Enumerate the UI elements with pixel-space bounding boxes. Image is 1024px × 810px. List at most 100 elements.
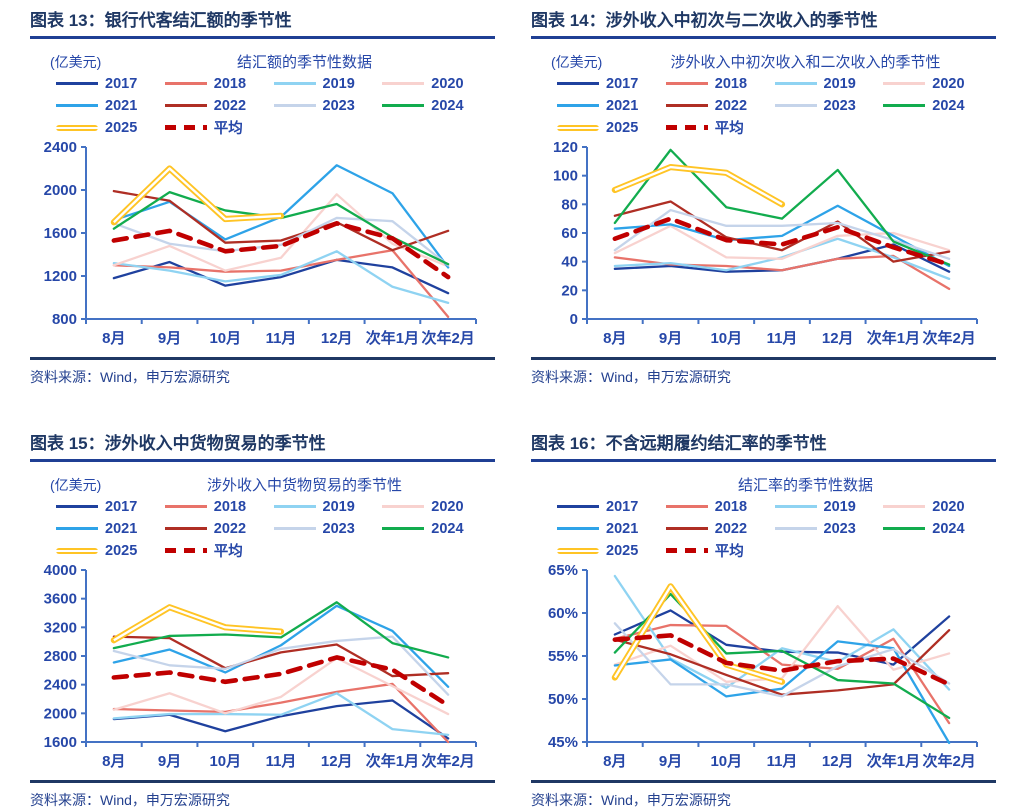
series-line-2025-core [613,585,783,683]
legend-item-2021: 2021 [56,96,165,115]
legend-item-2017: 2017 [557,74,666,93]
y-tick-label: 2000 [44,182,77,199]
legend-swatch-2024 [382,104,425,107]
series-line-2018 [112,682,450,744]
figure-grid: 图表 13：银行代客结汇额的季节性 (亿美元) 结汇额的季节性数据 2017 20… [30,10,996,810]
x-tick-label: 9月 [158,330,181,347]
x-tick-label: 8月 [603,753,626,770]
legend-item-2024: 2024 [883,519,992,538]
y-tick-label: 50% [548,691,578,708]
legend-item-2022: 2022 [665,96,775,115]
x-tick-label: 12月 [822,330,854,347]
series-line-2018 [112,249,450,319]
legend-item-2023: 2023 [273,96,383,115]
series-line-2022 [112,635,450,678]
series-line-2020 [613,604,951,683]
legend-item-2020: 2020 [382,74,491,93]
legend-item-2018: 2018 [665,74,775,93]
x-tick-label: 次年2月 [922,752,975,770]
legend-swatch-2024 [382,527,425,530]
legend-label: 2024 [431,520,464,537]
x-tick-label: 9月 [659,330,682,347]
y-unit-label: (亿美元) [50,54,102,70]
x-tick-label: 次年2月 [922,329,975,347]
series-line-2025-core [113,167,282,224]
legend-item-2019: 2019 [774,497,884,516]
y-tick-label: 60 [561,225,578,242]
series-line-2024 [613,148,951,266]
chart-title: 涉外收入中货物贸易的季节性 [206,477,402,494]
y-tick-label: 100 [553,168,578,185]
legend-item-2023: 2023 [774,96,884,115]
legend-label: 2018 [714,75,748,92]
source-text: 资料来源：Wind，申万宏源研究 [531,792,731,808]
y-tick-label: 45% [548,734,578,751]
x-tick-label: 次年1月 [366,329,419,347]
source-divider [531,357,996,360]
x-tick-label: 10月 [710,330,742,347]
legend-label: 2017 [105,75,138,92]
legend-label: 2021 [105,520,138,537]
legend-item-2020: 2020 [382,497,491,516]
legend-swatch-2017 [557,505,599,508]
x-tick-label: 11月 [767,330,798,347]
legend-item-2020: 2020 [883,74,992,93]
y-tick-label: 80 [561,196,578,213]
legend-item-2019: 2019 [774,74,884,93]
legend-swatch-2022 [665,104,708,107]
x-tick-label: 次年1月 [867,752,920,770]
chart-head: (亿美元) 涉外收入中初次收入和二次收入的季节性 [531,51,996,71]
legend-swatch-2020 [382,505,425,508]
y-tick-label: 40 [561,254,578,271]
legend-label: 2019 [322,75,355,92]
y-tick-label: 120 [553,139,578,156]
legend-swatch-2025 [56,124,98,131]
legend-swatch-2025 [557,547,599,554]
legend-label: 2017 [606,498,639,515]
chart-title: 结汇率的季节性数据 [737,477,873,494]
legend-item-2023: 2023 [273,519,383,538]
legend-item-平均: 平均 [164,541,274,560]
legend-swatch-2024 [883,104,926,107]
legend-label: 2025 [606,542,639,559]
legend-item-2020: 2020 [883,497,992,516]
legend-item-2019: 2019 [273,497,383,516]
legend-swatch-平均 [665,125,708,130]
legend-label: 2017 [105,498,138,515]
legend-label: 平均 [213,121,243,137]
x-tick-label: 8月 [102,753,125,770]
legend-item-2017: 2017 [56,497,165,516]
legend-item-2025: 2025 [56,118,165,137]
legend-label: 2021 [606,520,639,537]
legend-label: 平均 [714,544,744,560]
y-tick-label: 55% [548,648,578,665]
legend-swatch-2020 [883,82,926,85]
legend-item-2025: 2025 [557,541,666,560]
y-tick-label: 4000 [44,562,77,579]
x-tick-label: 10月 [710,753,742,770]
y-tick-label: 1600 [44,225,77,242]
legend-label: 2019 [823,498,856,515]
legend-label: 2024 [932,97,965,114]
legend-swatch-2019 [774,505,817,508]
x-tick-label: 12月 [822,753,854,770]
series-line-2020 [112,657,450,716]
legend-swatch-2017 [557,82,599,85]
legend-label: 2018 [213,498,247,515]
series-line-2019 [112,250,450,305]
legend-swatch-2018 [665,505,708,508]
x-tick-label: 11月 [767,753,798,770]
source-divider [531,780,996,783]
y-tick-label: 65% [548,562,578,579]
legend-item-2024: 2024 [883,96,992,115]
series-line-2019 [112,692,450,736]
y-tick-label: 2400 [44,677,77,694]
y-tick-label: 2000 [44,705,77,722]
x-tick-label: 次年2月 [421,752,474,770]
legend-label: 2025 [105,542,138,559]
legend-label: 2022 [213,97,247,114]
legend-label: 平均 [213,544,243,560]
y-tick-label: 3600 [44,591,77,608]
legend-item-2021: 2021 [557,519,666,538]
legend-label: 2023 [823,97,856,114]
